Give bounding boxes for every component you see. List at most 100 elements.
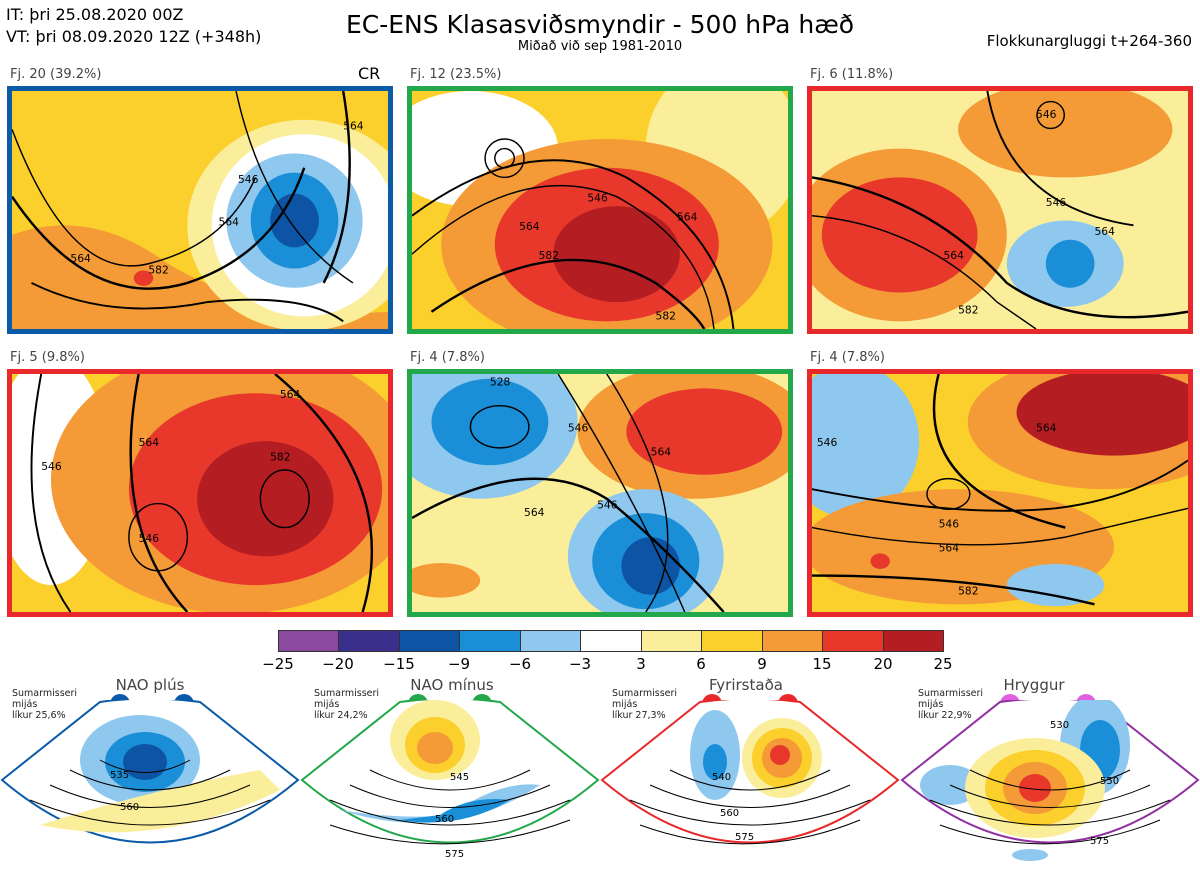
contour-label: 564 xyxy=(944,249,965,262)
cluster-map: 546 564 546 564 582 xyxy=(807,369,1193,617)
colorbar-swatch xyxy=(702,631,763,651)
contour-label: 564 xyxy=(70,252,91,265)
contour-label: 575 xyxy=(735,832,754,843)
contour-label: 546 xyxy=(597,498,618,511)
contour-label: 564 xyxy=(677,211,698,224)
regime-likelihood: líkur 25,6% xyxy=(12,710,66,721)
colorbar-tick: 9 xyxy=(757,655,767,673)
colorbar-swatch xyxy=(520,631,582,651)
contour-label: 564 xyxy=(1094,225,1115,238)
regime-mean: mijás xyxy=(918,699,944,710)
colorbar-tick: 6 xyxy=(696,655,706,673)
colorbar-tick: 20 xyxy=(873,655,893,673)
contour-label: 582 xyxy=(958,585,978,598)
colorbar-swatch xyxy=(762,631,824,651)
regime-title: Hryggur xyxy=(1003,676,1065,694)
contour-label: 546 xyxy=(1046,196,1067,209)
colorbar xyxy=(278,630,944,652)
regime-mean: mijás xyxy=(314,699,340,710)
colorbar-swatch xyxy=(399,631,461,651)
page-title: EC-ENS Klasasviðsmyndir - 500 hPa hæð xyxy=(345,10,855,39)
colorbar-tick: −9 xyxy=(447,655,471,673)
contour-label: 582 xyxy=(270,450,290,463)
colorbar-swatch xyxy=(339,631,400,651)
cluster-label: Fj. 4 (7.8%) xyxy=(410,350,485,365)
contour-label: 582 xyxy=(148,263,168,276)
regime-title: Fyrirstaða xyxy=(709,676,783,694)
regime-season: Sumarmisseri xyxy=(314,688,380,699)
contour-label: 546 xyxy=(817,436,838,449)
contour-label: 550 xyxy=(1100,776,1119,787)
colorbar-tick: −15 xyxy=(383,655,415,673)
cluster-label: Fj. 20 (39.2%) xyxy=(10,67,102,82)
regime-fan-map: 530 550 575 xyxy=(900,700,1200,861)
colorbar-swatch xyxy=(460,631,521,651)
regime-likelihood: líkur 22,9% xyxy=(918,710,972,721)
colorbar-swatch xyxy=(883,631,943,651)
contour-label: 564 xyxy=(219,215,240,228)
regime-fan-map: 540 560 575 xyxy=(600,700,900,845)
page-subtitle: Miðað við sep 1981-2010 xyxy=(517,39,683,54)
contour-label: 546 xyxy=(1036,108,1057,121)
cluster-label: Fj. 4 (7.8%) xyxy=(810,350,885,365)
regime-season: Sumarmisseri xyxy=(612,688,678,699)
cluster-map-graphic: 564 546 564 564 582 xyxy=(12,91,388,329)
contour-label: 582 xyxy=(539,249,559,262)
contour-label: 564 xyxy=(939,542,960,555)
contour-label: 546 xyxy=(238,173,259,186)
contour-label: 546 xyxy=(41,460,62,473)
colorbar-tick: −6 xyxy=(508,655,532,673)
contour-label: 540 xyxy=(712,772,731,783)
regime-title: NAO mínus xyxy=(410,676,494,694)
colorbar-tick: −20 xyxy=(322,655,354,673)
regime-info: Sumarmisseri mijás líkur 25,6% xyxy=(12,688,92,721)
colorbar-tick: −25 xyxy=(262,655,294,673)
contour-label: 546 xyxy=(587,191,608,204)
contour-label: 535 xyxy=(110,770,129,781)
cluster-label: Fj. 5 (9.8%) xyxy=(10,350,85,365)
contour-label: 582 xyxy=(958,304,978,317)
contour-label: 546 xyxy=(139,532,160,545)
contour-label: 560 xyxy=(435,814,454,825)
contour-label: 575 xyxy=(1090,836,1109,847)
colorbar-swatch xyxy=(279,631,340,651)
cluster-map: 546 564 546 582 564 xyxy=(807,86,1193,334)
contour-label: 582 xyxy=(656,309,676,322)
contour-label: 560 xyxy=(120,802,139,813)
colorbar-swatch xyxy=(641,631,703,651)
contour-label: 545 xyxy=(450,772,469,783)
cluster-map: 546 564 582 564 582 xyxy=(407,86,793,334)
cluster-map-graphic: 546 564 582 564 582 xyxy=(412,91,788,329)
contour-label: 575 xyxy=(445,849,464,860)
regime-likelihood: líkur 27,3% xyxy=(612,710,666,721)
colorbar-tick: 3 xyxy=(636,655,646,673)
valid-time: VT: þri 08.09.2020 12Z (+348h) xyxy=(6,27,262,46)
contour-label: 564 xyxy=(651,446,672,459)
regime-title: NAO plús xyxy=(115,676,185,694)
contour-label: 564 xyxy=(280,388,301,401)
cluster-map-graphic: 546 564 546 582 564 xyxy=(812,91,1188,329)
regime-info: Sumarmisseri mijás líkur 22,9% xyxy=(918,688,998,721)
cluster-map-graphic: 546 564 546 582 564 xyxy=(12,374,388,612)
contour-label: 564 xyxy=(1036,422,1057,435)
cluster-map: 546 564 546 582 564 xyxy=(7,369,393,617)
colorbar-swatch xyxy=(823,631,884,651)
regime-season: Sumarmisseri xyxy=(918,688,984,699)
cluster-label: Fj. 12 (23.5%) xyxy=(410,67,502,82)
contour-label: 530 xyxy=(1050,720,1069,731)
regime-mean: mijás xyxy=(12,699,38,710)
regime-info: Sumarmisseri mijás líkur 24,2% xyxy=(314,688,394,721)
regime-fan-map: 545 560 575 xyxy=(300,700,600,860)
cluster-map-graphic: 528 546 564 546 564 xyxy=(412,374,788,612)
contour-label: 546 xyxy=(568,422,589,435)
colorbar-tick: 25 xyxy=(933,655,953,673)
contour-label: 546 xyxy=(939,518,960,531)
cluster-extra: CR xyxy=(358,64,381,83)
cluster-map: 564 546 564 564 582 xyxy=(7,86,393,334)
regime-season: Sumarmisseri xyxy=(12,688,78,699)
regime-likelihood: líkur 24,2% xyxy=(314,710,368,721)
colorbar-tick: −3 xyxy=(568,655,592,673)
issue-time: IT: þri 25.08.2020 00Z xyxy=(6,5,184,24)
cluster-label: Fj. 6 (11.8%) xyxy=(810,67,894,82)
colorbar-tick: 15 xyxy=(812,655,832,673)
